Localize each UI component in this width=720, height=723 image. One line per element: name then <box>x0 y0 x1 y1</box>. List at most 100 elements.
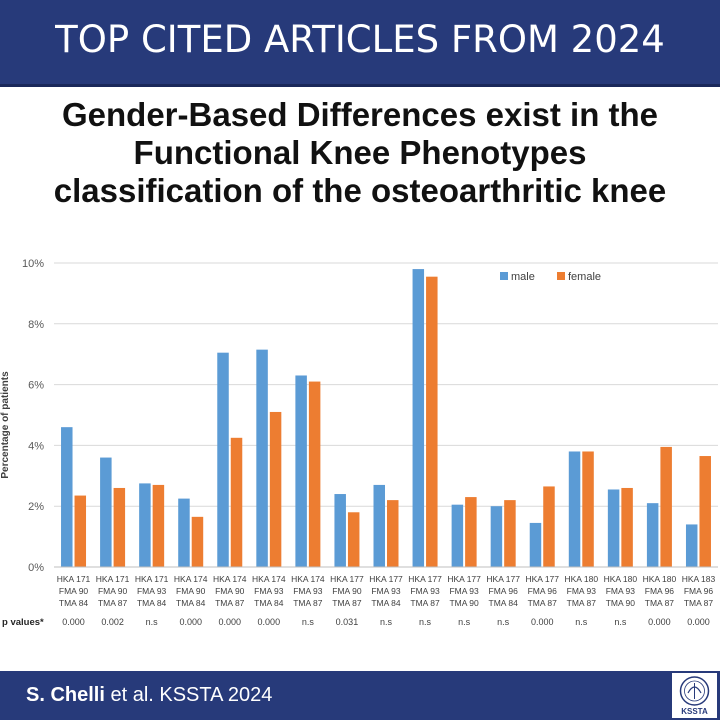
p-value: n.s <box>614 617 627 627</box>
p-value: n.s <box>146 617 159 627</box>
bar-female <box>191 516 204 567</box>
headline-line-1: Gender-Based Differences exist in the <box>61 96 659 133</box>
bar-male <box>334 494 346 567</box>
x-tick-label: TMA 87 <box>684 598 714 608</box>
bar-male <box>529 522 542 567</box>
x-tick-label: FMA 93 <box>137 586 167 596</box>
p-value: 0.000 <box>648 617 671 627</box>
bar-female <box>113 487 126 567</box>
x-tick-label: TMA 87 <box>528 598 558 608</box>
bar-female <box>426 276 438 567</box>
headline-line-2: Functional Knee Phenotypes <box>133 134 587 171</box>
x-tick-label: TMA 84 <box>59 598 89 608</box>
p-value: 0.000 <box>62 617 85 627</box>
footer-bar: S. Chelli et al. KSSTA 2024 <box>0 671 720 720</box>
bar-female <box>152 484 165 567</box>
p-value: n.s <box>575 617 588 627</box>
bar-male <box>295 375 307 567</box>
p-value: n.s <box>458 617 471 627</box>
x-tick-label: FMA 93 <box>449 586 479 596</box>
citation-rest: et al. KSSTA 2024 <box>104 684 273 706</box>
bar-female <box>660 446 672 567</box>
bar-male <box>373 484 385 567</box>
x-tick-label: HKA 174 <box>213 574 247 584</box>
bar-male <box>217 352 229 567</box>
x-tick-label: FMA 90 <box>59 586 89 596</box>
p-values-label: p values* <box>2 617 44 628</box>
x-tick-label: FMA 93 <box>371 586 401 596</box>
x-tick-label: HKA 174 <box>252 574 286 584</box>
bar-female <box>504 500 516 567</box>
citation: S. Chelli et al. KSSTA 2024 <box>26 684 272 707</box>
x-tick-label: TMA 87 <box>215 598 245 608</box>
y-tick-label: 2% <box>28 501 44 513</box>
bar-male <box>685 524 698 567</box>
p-value: 0.000 <box>687 617 710 627</box>
bar-female <box>621 487 633 567</box>
x-tick-label: TMA 84 <box>254 598 284 608</box>
x-tick-label: TMA 84 <box>489 598 519 608</box>
title-banner: TOP CITED ARTICLES FROM 2024 <box>0 0 720 87</box>
x-tick-label: HKA 171 <box>96 574 130 584</box>
x-tick-label: TMA 90 <box>606 598 636 608</box>
x-tick-label: TMA 87 <box>98 598 128 608</box>
p-value: 0.031 <box>336 617 359 627</box>
x-tick-label: TMA 84 <box>371 598 401 608</box>
p-value: 0.000 <box>179 617 202 627</box>
bar-chart: 0% 2% 4% 6% 8% 10% Percentage of patients HKA 1… <box>0 258 718 628</box>
x-tick-label: FMA 93 <box>606 586 636 596</box>
x-tick-label: FMA 96 <box>645 586 675 596</box>
bar-male <box>61 427 73 567</box>
bar-female <box>387 500 399 567</box>
x-tick-label: HKA 177 <box>369 574 403 584</box>
bar-male <box>568 451 581 567</box>
x-tick-label: HKA 177 <box>486 574 520 584</box>
logo-text: KSSTA <box>681 707 708 716</box>
legend-label-female: female <box>568 271 601 283</box>
bar-female <box>269 411 282 567</box>
x-tick-label: HKA 183 <box>682 574 716 584</box>
bar-female <box>699 456 711 567</box>
x-tick-label: FMA 90 <box>98 586 128 596</box>
y-tick-label: 10% <box>22 258 44 270</box>
x-tick-label: HKA 180 <box>643 574 677 584</box>
bar-female <box>347 512 360 567</box>
x-tick-label: TMA 87 <box>293 598 323 608</box>
headline-line-3: classification of the osteoarthritic kne… <box>53 172 667 209</box>
bar-male <box>412 269 425 567</box>
x-tick-label: HKA 177 <box>408 574 442 584</box>
x-tick-label: TMA 84 <box>137 598 167 608</box>
x-tick-label: HKA 177 <box>525 574 559 584</box>
y-tick-label: 8% <box>28 319 44 331</box>
bar-female <box>543 486 555 567</box>
y-tick-label: 4% <box>28 440 44 452</box>
p-value: n.s <box>302 617 315 627</box>
x-tick-label: HKA 174 <box>291 574 325 584</box>
x-tick-label: TMA 90 <box>449 598 479 608</box>
bar-female <box>74 495 87 567</box>
citation-author: S. Chelli <box>26 684 105 706</box>
p-value: 0.000 <box>258 617 281 627</box>
x-tick-label: HKA 180 <box>565 574 599 584</box>
x-tick-label: FMA 96 <box>684 586 714 596</box>
x-tick-label: TMA 84 <box>176 598 206 608</box>
bar-male <box>607 489 620 567</box>
bar-male <box>451 504 464 567</box>
x-tick-label: HKA 174 <box>174 574 208 584</box>
x-tick-label: FMA 96 <box>489 586 519 596</box>
kssta-logo: KSSTA <box>672 673 717 718</box>
x-tick-label: FMA 93 <box>254 586 284 596</box>
x-tick-label: FMA 90 <box>332 586 362 596</box>
article-headline: Gender-Based Differences exist in the Fu… <box>0 96 720 210</box>
x-tick-label: FMA 90 <box>176 586 206 596</box>
p-value: n.s <box>380 617 393 627</box>
bar-female <box>465 497 477 567</box>
x-tick-label: TMA 87 <box>410 598 440 608</box>
bar-female <box>582 451 594 567</box>
bar-male <box>490 506 503 567</box>
y-tick-label: 0% <box>28 562 44 574</box>
x-tick-label: FMA 93 <box>567 586 597 596</box>
legend-label-male: male <box>511 271 535 283</box>
bar-female <box>230 437 243 567</box>
bar-female <box>308 381 321 567</box>
